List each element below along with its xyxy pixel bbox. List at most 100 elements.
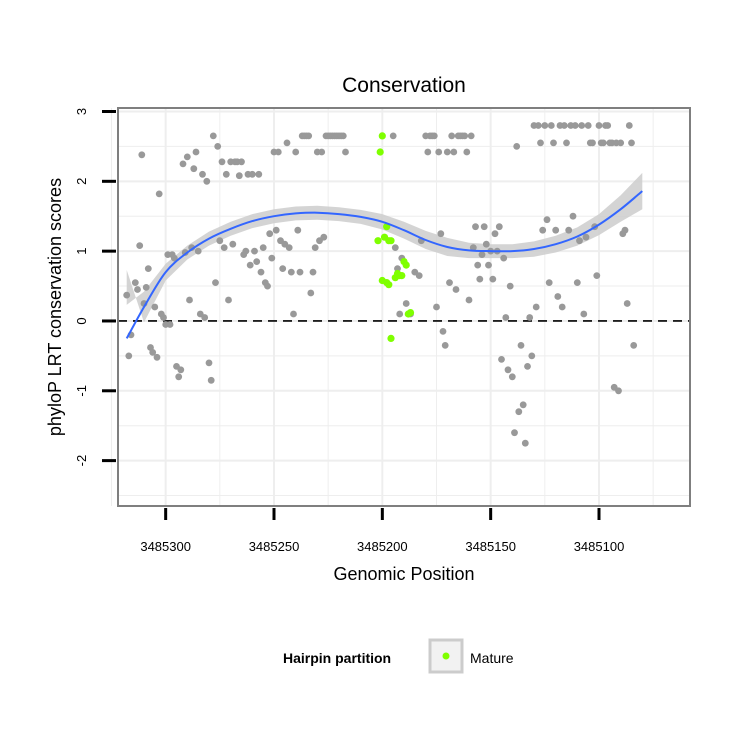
data-point: [391, 244, 399, 252]
data-point: [539, 226, 547, 234]
data-point: [461, 132, 469, 140]
data-point: [519, 401, 527, 409]
data-point: [166, 321, 174, 328]
data-point: [309, 268, 317, 276]
data-point: [238, 158, 245, 166]
data-point: [589, 139, 596, 147]
y-axis: -2 -1 0 1 2 3: [74, 108, 116, 466]
data-point: [441, 342, 449, 349]
data-point: [199, 170, 206, 178]
y-tick-label: 1: [74, 247, 89, 254]
data-point: [621, 226, 629, 234]
mature-data-point: [374, 237, 382, 245]
data-point: [541, 122, 549, 129]
data-point: [272, 226, 280, 234]
y-tick-label: 2: [74, 178, 89, 185]
data-point: [495, 223, 503, 231]
data-point: [305, 132, 313, 140]
data-point: [469, 244, 477, 252]
data-point: [578, 122, 586, 129]
data-point: [599, 139, 607, 147]
data-point: [264, 282, 271, 290]
data-point: [179, 160, 187, 168]
x-tick-label: 3485150: [465, 539, 516, 554]
data-point: [463, 148, 471, 156]
mature-data-point: [378, 132, 386, 140]
data-point: [435, 148, 443, 156]
data-point: [439, 328, 447, 335]
data-point: [630, 342, 638, 349]
data-point: [123, 291, 131, 299]
data-point: [394, 265, 401, 272]
data-point: [212, 279, 219, 286]
data-point: [511, 429, 518, 437]
data-point: [550, 139, 557, 147]
data-point: [595, 122, 603, 129]
data-point: [290, 310, 297, 318]
data-point: [149, 349, 157, 356]
legend-key-mature: [442, 652, 450, 660]
data-point: [242, 247, 250, 255]
data-point: [476, 275, 484, 283]
data-point: [175, 373, 183, 381]
data-point: [209, 132, 217, 140]
legend: Hairpin partition Mature: [283, 638, 514, 674]
data-point: [294, 226, 302, 234]
mature-data-point: [398, 272, 406, 280]
data-point: [448, 132, 456, 140]
y-tick-label: 0: [74, 317, 89, 324]
data-point: [292, 148, 300, 156]
mature-points: [374, 132, 415, 342]
mature-data-point: [387, 237, 395, 245]
data-point: [508, 373, 516, 381]
data-point: [186, 296, 193, 304]
data-point: [526, 314, 534, 321]
data-point: [214, 143, 222, 150]
data-point: [437, 230, 445, 238]
y-tick-label: 3: [74, 108, 89, 115]
data-point: [571, 122, 579, 129]
x-axis: 3485300 3485250 3485200 3485150 3485100: [140, 508, 624, 554]
data-point: [248, 170, 256, 178]
data-point: [628, 139, 635, 147]
data-point: [153, 353, 161, 361]
data-point: [396, 310, 404, 318]
data-point: [194, 247, 202, 255]
data-point: [183, 153, 191, 161]
data-point: [517, 342, 525, 349]
x-tick-label: 3485200: [357, 539, 408, 554]
data-point: [474, 261, 482, 269]
y-axis-title: phyloP LRT conservation scores: [45, 178, 65, 436]
data-point: [160, 314, 167, 321]
data-point: [482, 240, 490, 248]
mature-data-point: [387, 334, 395, 342]
data-point: [513, 143, 521, 150]
x-tick-label: 3485100: [574, 539, 625, 554]
data-point: [584, 122, 592, 129]
mature-data-point: [376, 148, 384, 156]
data-point: [207, 376, 215, 384]
legend-label-mature: Mature: [470, 650, 514, 666]
data-point: [615, 387, 622, 395]
data-point: [580, 310, 588, 318]
data-point: [318, 148, 326, 156]
data-point: [558, 303, 566, 311]
data-point: [257, 268, 265, 276]
data-point: [205, 359, 213, 367]
chart-title: Conservation: [342, 74, 466, 97]
data-point: [342, 148, 349, 156]
data-point: [472, 223, 479, 231]
data-point: [489, 275, 497, 283]
data-point: [251, 247, 258, 255]
data-point: [623, 300, 631, 307]
data-point: [201, 314, 209, 321]
data-point: [604, 122, 612, 129]
data-point: [485, 261, 492, 269]
data-point: [134, 286, 141, 293]
data-point: [500, 254, 508, 262]
data-point: [424, 148, 432, 156]
x-axis-title: Genomic Position: [333, 564, 474, 584]
data-point: [528, 352, 536, 360]
data-point: [506, 282, 514, 290]
data-point: [339, 132, 347, 140]
